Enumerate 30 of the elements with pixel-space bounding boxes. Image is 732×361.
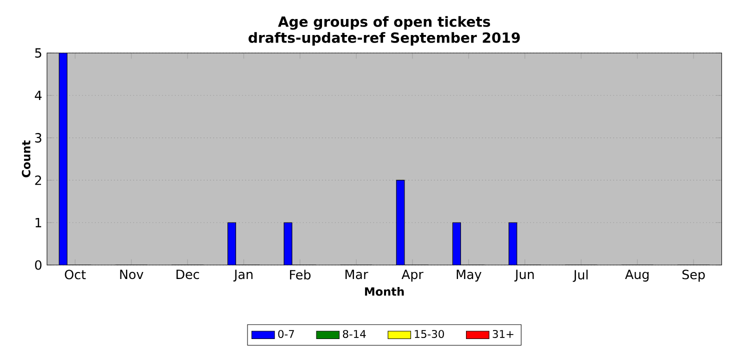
y-tick-label: 0 (35, 260, 42, 270)
chart-subtitle: drafts-update-ref September 2019 (248, 32, 520, 46)
x-tick-label: Oct (64, 270, 86, 280)
x-tick-label: Jun (514, 270, 534, 282)
bar (452, 222, 461, 266)
x-tick-label: Mar (346, 270, 368, 280)
legend-label: 31+ (492, 330, 514, 338)
bar (228, 222, 236, 266)
x-axis-title: Month (365, 287, 404, 296)
x-tick-label: Sep (682, 270, 705, 282)
y-tick-label: 5 (35, 48, 42, 58)
chart-title: Age groups of open tickets (278, 16, 490, 30)
x-tick-label: Jan (233, 270, 252, 282)
bar (508, 222, 518, 266)
y-tick-label: 1 (36, 218, 42, 228)
x-tick-label: Aug (625, 270, 649, 282)
y-tick-label: 2 (35, 175, 42, 185)
legend-label: 15-30 (414, 330, 444, 338)
legend-label: 0-7 (278, 330, 294, 338)
x-tick-label: Jul (572, 270, 588, 282)
x-tick-label: May (456, 270, 482, 282)
x-tick-label: Feb (290, 270, 311, 280)
legend-label: 8-14 (342, 330, 366, 338)
y-tick-label: 4 (34, 90, 42, 100)
y-tick-label: 3 (35, 133, 42, 143)
x-tick-label: Dec (176, 270, 200, 280)
y-axis-title: Count (22, 140, 30, 178)
x-tick-label: Nov (120, 270, 144, 280)
bar (58, 53, 68, 266)
x-tick-label: Apr (402, 270, 424, 282)
